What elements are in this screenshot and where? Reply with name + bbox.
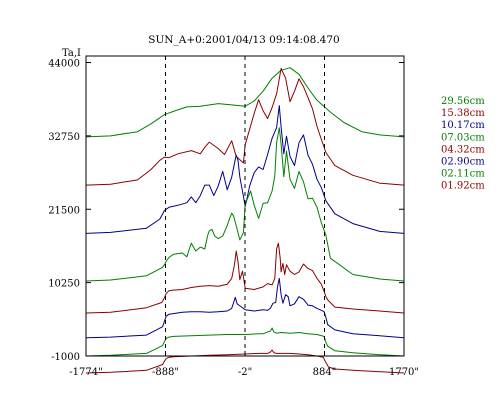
series-line-02.11cm [85, 327, 405, 357]
series-line-02.90cm [85, 277, 405, 339]
dashed-lines [165, 56, 325, 356]
y-tick-label: 21500 [48, 205, 80, 216]
x-axis: -1774" -888" -2" 884" 1770" [69, 351, 419, 378]
legend-entry: 02.11cm [441, 169, 485, 180]
series-line-07.03cm [85, 127, 405, 282]
legend-entry: 29.56cm [441, 96, 485, 107]
series-line-01.92cm [85, 349, 405, 374]
legend-entry: 10.17cm [441, 120, 485, 131]
x-tick-label: 1770" [389, 367, 419, 378]
y-axis-label: Ta,I [62, 48, 81, 59]
legend-entry: 07.03cm [441, 132, 485, 143]
y-tick-label: 10250 [48, 279, 80, 290]
chart-title: SUN_A+0:2001/04/13 09:14:08.470 [148, 34, 339, 46]
y-tick-label: -1000 [51, 352, 80, 363]
series-layer [85, 67, 405, 374]
legend-entry: 01.92cm [441, 181, 485, 192]
x-tick-label: -1774" [69, 367, 102, 378]
series-line-29.56cm [85, 67, 405, 138]
legend-entry: 02.90cm [441, 157, 485, 168]
x-tick-label: -2" [238, 367, 252, 378]
series-line-10.17cm [85, 105, 405, 234]
y-axis: 44000 32750 21500 10250 -1000 [48, 59, 404, 363]
legend-entry: 15.38cm [441, 108, 485, 119]
y-tick-label: 32750 [48, 132, 80, 143]
legend-entry: 04.32cm [441, 144, 485, 155]
x-tick-label: 884" [313, 367, 337, 378]
y-tick-label: 44000 [48, 59, 80, 70]
series-line-15.38cm [85, 67, 405, 186]
x-tick-label: -888" [152, 367, 179, 378]
series-line-04.32cm [85, 242, 405, 314]
